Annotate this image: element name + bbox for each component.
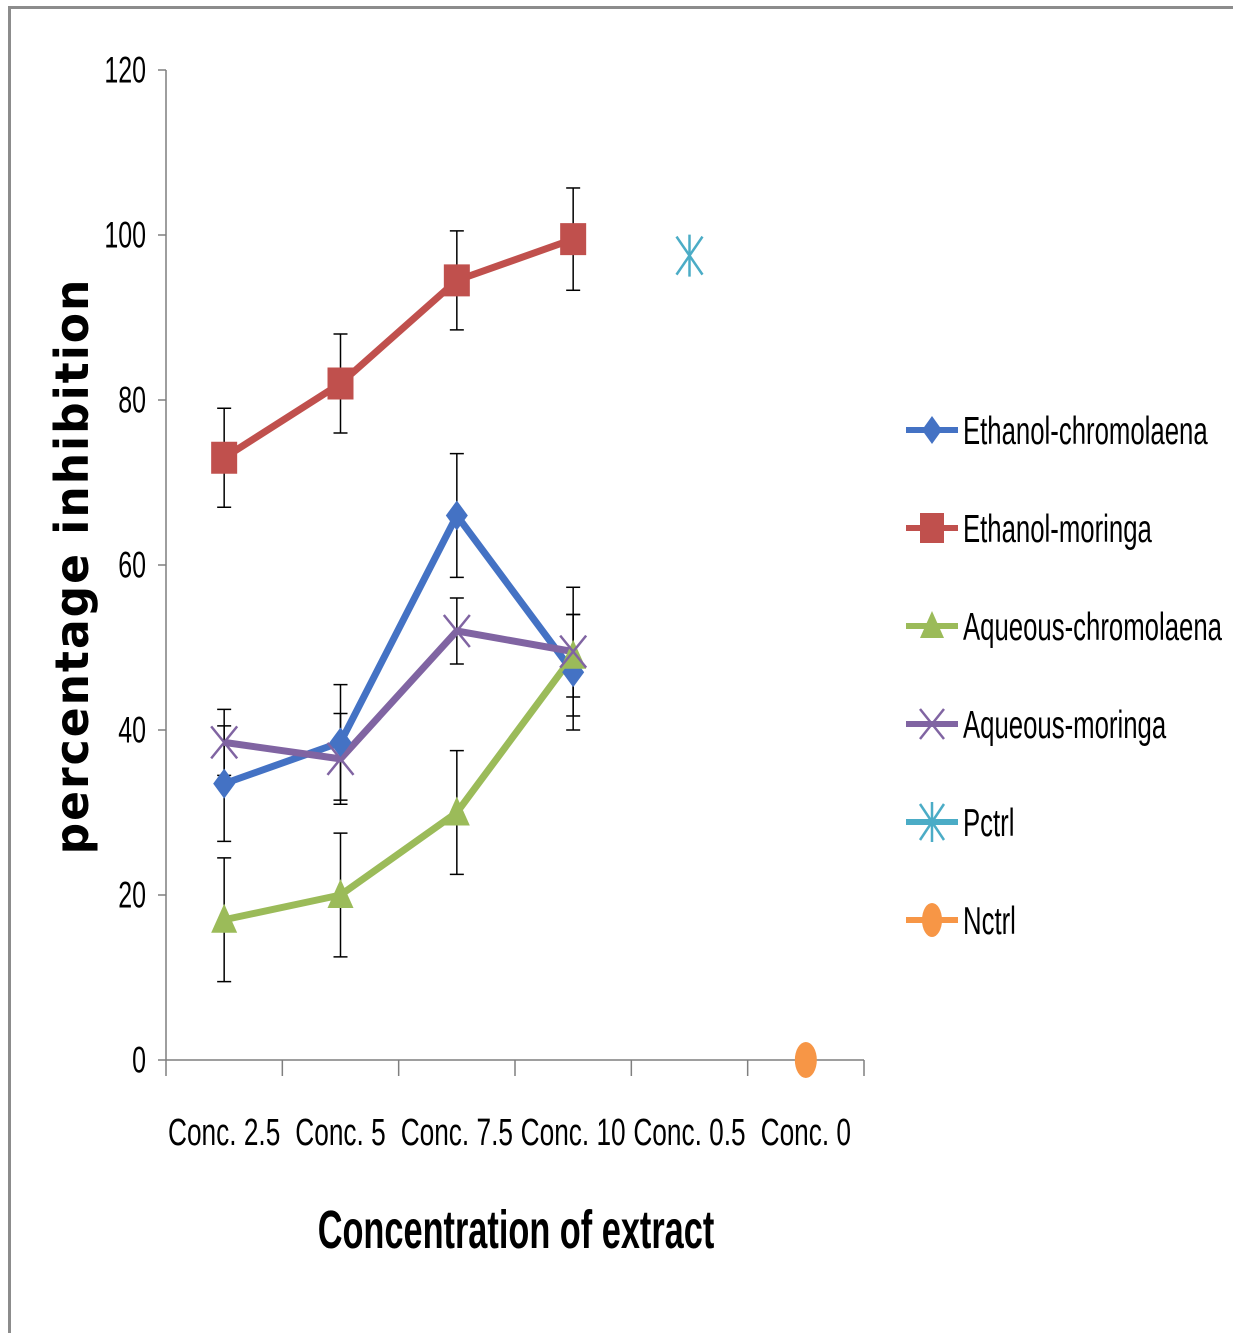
chart-frame <box>8 6 1233 1333</box>
x-tick-label: Conc. 2.5 <box>168 1111 280 1153</box>
x-marker <box>210 725 239 760</box>
series-line <box>222 235 575 461</box>
y-tick-label: 40 <box>118 710 146 751</box>
diamond-marker <box>922 416 942 444</box>
legend-label: Ethanol-moringa <box>963 507 1152 551</box>
legend-item: Ethanol-moringa <box>906 507 1152 551</box>
series-markers <box>210 223 817 1078</box>
circle-marker <box>922 903 942 937</box>
diamond-marker <box>213 768 236 799</box>
square-marker <box>443 264 470 297</box>
square-marker <box>920 513 944 543</box>
legend-item: Nctrl <box>906 899 1016 943</box>
legend-label: Ethanol-chromolaena <box>963 409 1208 453</box>
triangle-marker <box>327 879 354 908</box>
circle-marker <box>794 1042 817 1078</box>
legend-label: Aqueous-chromolaena <box>963 605 1222 649</box>
legend-item: Aqueous-chromolaena <box>906 605 1222 649</box>
legend-item: Pctrl <box>906 801 1014 845</box>
y-tick-label: 60 <box>118 545 146 586</box>
y-tick-label: 80 <box>118 380 146 421</box>
x-tick-label: Conc. 0 <box>761 1111 851 1153</box>
y-axis-label: percentage inhibition <box>45 278 99 855</box>
legend-label: Aqueous-moringa <box>963 703 1167 747</box>
error-bars <box>217 187 581 983</box>
diamond-marker <box>329 727 352 758</box>
x-tick-label: Conc. 5 <box>295 1111 385 1153</box>
y-tick-label: 120 <box>104 50 146 91</box>
x-tick-label: Conc. 7.5 <box>401 1111 513 1153</box>
x-tick-label: Conc. 10 <box>521 1111 626 1153</box>
legend-label: Nctrl <box>963 899 1016 943</box>
x-tick-label: Conc. 0.5 <box>633 1111 745 1153</box>
legend-label: Pctrl <box>963 801 1014 845</box>
square-marker <box>327 367 354 400</box>
series-line <box>222 512 576 787</box>
triangle-marker <box>443 796 470 826</box>
triangle-marker <box>211 903 238 933</box>
star-marker <box>675 234 704 277</box>
x-marker <box>919 708 945 740</box>
series-line <box>223 653 576 924</box>
series-line <box>223 627 574 763</box>
x-marker <box>326 742 355 776</box>
star-marker <box>918 802 946 842</box>
x-marker <box>559 634 588 669</box>
axes: 0 20 40 60 80 100 120 Conc. 2.5 Conc. 5 Conc. 7.5… <box>104 50 865 1153</box>
legend-item: Aqueous-moringa <box>906 703 1167 747</box>
y-tick-label: 0 <box>132 1040 146 1081</box>
x-marker <box>442 614 471 648</box>
square-marker <box>560 223 587 256</box>
y-tick-label: 100 <box>104 215 146 256</box>
diamond-marker <box>445 500 468 531</box>
x-axis-label: Concentration of extract <box>318 1199 715 1260</box>
square-marker <box>211 441 238 474</box>
triangle-marker <box>920 611 944 638</box>
legend-item: Ethanol-chromolaena <box>906 409 1208 453</box>
y-tick-label: 20 <box>118 875 146 916</box>
legend: Ethanol-chromolaena Ethanol-moringa Aqueou… <box>906 409 1222 943</box>
series-lines <box>222 235 576 924</box>
